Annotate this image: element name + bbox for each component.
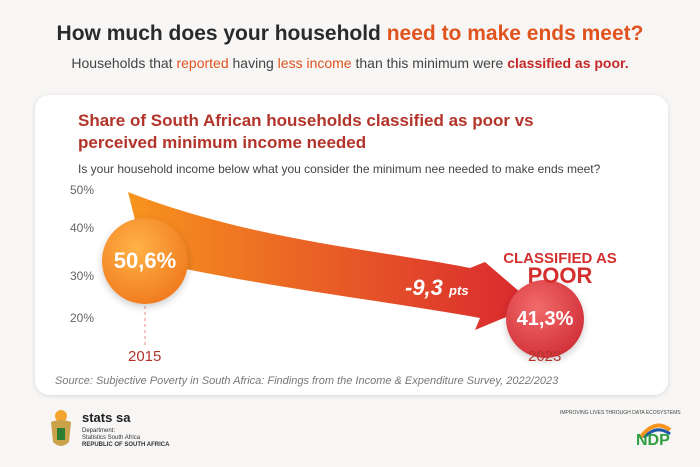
decline-arrow <box>128 192 535 330</box>
sub-part: having <box>228 55 278 71</box>
y-tick: 50% <box>70 183 95 197</box>
dept-line: Statistics South Africa <box>82 435 141 441</box>
value-2023: 41,3% <box>506 280 584 358</box>
page-subtitle: Households that reported having less inc… <box>0 55 700 71</box>
change-unit: pts <box>449 283 469 298</box>
value-2015: 50,6% <box>102 218 188 304</box>
country-line: REPUBLIC OF SOUTH AFRICA <box>82 442 170 448</box>
change-value: -9,3 <box>405 275 443 300</box>
chart-question: Is your household income below what you … <box>78 162 601 176</box>
sub-part: less income <box>277 55 352 71</box>
sub-part: than this minimum were <box>351 55 508 71</box>
title-part: How much does your household <box>56 22 387 45</box>
sub-part: classified as poor. <box>507 55 629 71</box>
x-label-2015: 2015 <box>128 348 162 365</box>
y-tick: 30% <box>70 269 95 283</box>
ndp-flag-icon <box>638 423 672 440</box>
dept-line: Department: <box>82 428 116 434</box>
y-tick: 40% <box>70 221 95 235</box>
annotation-line: CLASSIFIED AS <box>503 250 617 267</box>
stats-sa-sub: Department: Statistics South Africa REPUBL… <box>82 428 169 449</box>
annotation-line: POOR <box>527 263 593 288</box>
x-label-2023: 2023 <box>528 348 562 365</box>
page-title: How much does your household need to mak… <box>0 22 700 46</box>
change-label: -9,3 pts <box>405 275 469 301</box>
chart-title: Share of South African households classi… <box>78 111 534 152</box>
sub-part: reported <box>176 55 229 71</box>
ndp-logo-text: NDP <box>636 432 670 449</box>
title-highlight: need to make ends meet? <box>386 22 644 45</box>
classified-annotation: CLASSIFIED AS POOR <box>500 250 620 288</box>
source-note: Source: Subjective Poverty in South Afri… <box>55 375 559 387</box>
coat-of-arms-logo <box>51 410 71 446</box>
y-tick: 20% <box>70 311 95 325</box>
stats-sa-name: stats sa <box>82 410 131 425</box>
sub-part: Households that <box>71 55 177 71</box>
tagline: IMPROVING LIVES THROUGH DATA ECOSYSTEMS <box>560 410 681 416</box>
